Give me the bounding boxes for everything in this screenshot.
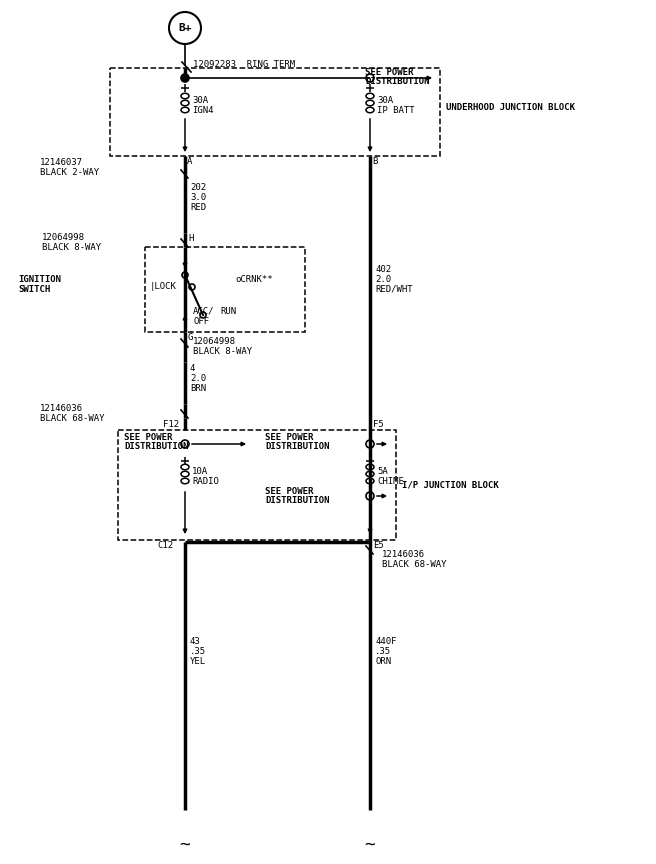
Text: ORN: ORN	[375, 657, 391, 666]
Text: SEE POWER: SEE POWER	[365, 68, 413, 77]
Text: oCRNK**: oCRNK**	[235, 275, 273, 284]
Text: .35: .35	[375, 647, 391, 656]
Text: B+: B+	[178, 23, 192, 33]
Text: 12064998: 12064998	[193, 337, 236, 346]
Text: ACC/: ACC/	[193, 307, 215, 316]
Text: 4: 4	[190, 364, 195, 373]
Text: F5: F5	[373, 420, 384, 429]
Text: BLACK 8-WAY: BLACK 8-WAY	[42, 243, 101, 252]
Text: RED: RED	[190, 203, 206, 212]
Text: .35: .35	[190, 647, 206, 656]
Text: SEE POWER: SEE POWER	[265, 487, 314, 496]
Text: 30A: 30A	[192, 96, 208, 105]
Text: BLACK 68-WAY: BLACK 68-WAY	[40, 414, 104, 423]
Text: 12146037: 12146037	[40, 158, 83, 167]
Text: ~: ~	[180, 836, 190, 854]
Text: DISTRIBUTION: DISTRIBUTION	[124, 442, 188, 451]
Text: BRN: BRN	[190, 384, 206, 393]
Text: 2.0: 2.0	[375, 275, 391, 284]
Text: SWITCH: SWITCH	[18, 285, 51, 294]
Text: RUN: RUN	[220, 307, 236, 316]
Text: 12146036: 12146036	[382, 550, 425, 559]
Text: B: B	[372, 157, 377, 166]
Text: RADIO: RADIO	[192, 477, 219, 486]
Text: IGNITION: IGNITION	[18, 275, 61, 284]
Text: DISTRIBUTION: DISTRIBUTION	[265, 442, 329, 451]
Text: UNDERHOOD JUNCTION BLOCK: UNDERHOOD JUNCTION BLOCK	[446, 104, 575, 112]
Text: A: A	[187, 157, 192, 166]
Bar	[110, 68, 440, 156]
Text: 12064998: 12064998	[42, 233, 85, 242]
Text: 2.0: 2.0	[190, 374, 206, 383]
Text: YEL: YEL	[190, 657, 206, 666]
Text: 440F: 440F	[375, 637, 396, 646]
Text: IP BATT: IP BATT	[377, 106, 415, 115]
Text: E5: E5	[373, 541, 384, 550]
Bar	[118, 430, 396, 540]
Text: BLACK 68-WAY: BLACK 68-WAY	[382, 560, 447, 569]
Text: 402: 402	[375, 265, 391, 274]
Text: DISTRIBUTION: DISTRIBUTION	[265, 496, 329, 505]
Text: BLACK 8-WAY: BLACK 8-WAY	[193, 347, 252, 356]
Text: G: G	[188, 333, 194, 342]
Text: CHIME: CHIME	[377, 477, 404, 486]
Text: 43: 43	[190, 637, 201, 646]
Text: IGN4: IGN4	[192, 106, 213, 115]
Text: 5A: 5A	[377, 467, 388, 476]
Text: H: H	[188, 234, 194, 243]
Text: 12092283  RING TERM: 12092283 RING TERM	[193, 60, 295, 69]
Text: |LOCK: |LOCK	[150, 282, 177, 291]
Text: SEE POWER: SEE POWER	[265, 433, 314, 442]
Text: BLACK 2-WAY: BLACK 2-WAY	[40, 168, 99, 177]
Circle shape	[181, 74, 189, 82]
Text: ~: ~	[365, 836, 375, 854]
Text: 30A: 30A	[377, 96, 393, 105]
Text: RED/WHT: RED/WHT	[375, 285, 413, 294]
Text: SEE POWER: SEE POWER	[124, 433, 173, 442]
Text: DISTRIBUTION: DISTRIBUTION	[365, 77, 430, 86]
Text: 12146036: 12146036	[40, 404, 83, 413]
Text: C12: C12	[157, 541, 173, 550]
Text: 3.0: 3.0	[190, 193, 206, 202]
Bar	[145, 247, 305, 332]
Text: I/P JUNCTION BLOCK: I/P JUNCTION BLOCK	[402, 480, 499, 490]
Text: 202: 202	[190, 183, 206, 192]
Text: OFF: OFF	[193, 317, 209, 326]
Text: 10A: 10A	[192, 467, 208, 476]
Text: F12: F12	[163, 420, 179, 429]
